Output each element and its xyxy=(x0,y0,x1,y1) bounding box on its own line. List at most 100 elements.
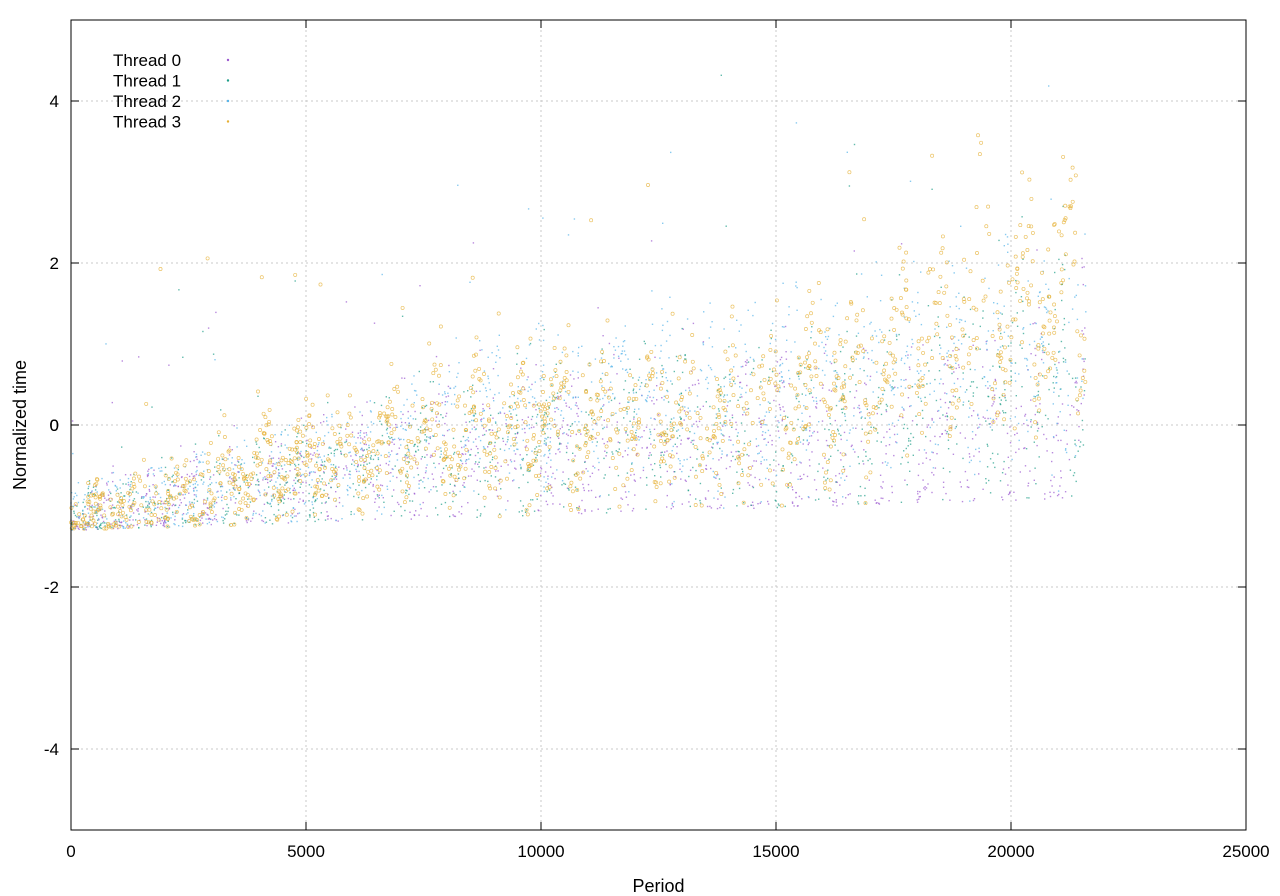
data-point xyxy=(596,397,598,399)
data-point xyxy=(708,337,710,339)
data-point xyxy=(467,502,469,504)
data-point xyxy=(176,511,178,513)
data-point xyxy=(777,503,780,505)
data-point xyxy=(328,482,330,485)
data-point xyxy=(992,365,994,367)
data-point xyxy=(919,491,921,493)
data-point xyxy=(709,326,712,328)
data-point xyxy=(998,350,1003,355)
data-point xyxy=(567,442,569,444)
data-point xyxy=(1022,300,1024,303)
data-point xyxy=(293,491,298,496)
data-point xyxy=(204,512,207,514)
data-point xyxy=(727,401,729,403)
data-point xyxy=(230,497,232,499)
data-point xyxy=(869,458,871,460)
data-point xyxy=(769,464,771,466)
data-point xyxy=(370,455,372,457)
data-point xyxy=(468,421,471,423)
data-point xyxy=(221,485,224,488)
data-point xyxy=(906,345,909,347)
data-point xyxy=(1009,492,1011,495)
data-point xyxy=(439,456,441,458)
data-point xyxy=(604,444,609,449)
data-point xyxy=(419,426,422,428)
data-point xyxy=(970,381,973,383)
data-point xyxy=(942,486,945,488)
data-point xyxy=(417,449,420,451)
data-point xyxy=(196,500,199,502)
data-point xyxy=(626,472,629,474)
data-point xyxy=(1029,196,1034,201)
data-point xyxy=(564,385,566,388)
data-point xyxy=(1083,360,1085,363)
data-point xyxy=(753,360,755,362)
data-point xyxy=(944,429,947,432)
data-point xyxy=(677,355,682,360)
data-point xyxy=(121,510,125,515)
data-point xyxy=(499,357,501,359)
data-point xyxy=(304,396,309,401)
data-point xyxy=(386,485,388,488)
data-point xyxy=(154,491,159,496)
data-point xyxy=(551,476,553,478)
data-point xyxy=(215,501,218,504)
data-point xyxy=(147,472,150,475)
data-point xyxy=(436,490,438,492)
data-point xyxy=(166,491,171,496)
data-point xyxy=(328,446,331,448)
data-point xyxy=(551,384,553,386)
data-point xyxy=(1079,445,1081,448)
data-point xyxy=(582,427,587,431)
data-point xyxy=(768,347,773,352)
data-point xyxy=(492,417,494,419)
data-point xyxy=(1053,357,1058,362)
data-point xyxy=(979,423,981,426)
data-point xyxy=(353,436,355,438)
data-point xyxy=(1020,340,1024,345)
data-point xyxy=(389,431,394,436)
data-point xyxy=(905,378,907,381)
data-point xyxy=(340,426,342,429)
data-point xyxy=(200,454,202,456)
data-point xyxy=(236,514,238,516)
data-point xyxy=(431,452,436,457)
data-point xyxy=(474,413,477,415)
data-point xyxy=(400,489,405,494)
data-point xyxy=(106,518,108,520)
data-point xyxy=(527,468,529,470)
data-point xyxy=(131,503,134,506)
data-point xyxy=(667,401,670,403)
data-point xyxy=(1058,493,1060,496)
data-point xyxy=(498,334,500,336)
data-point xyxy=(805,407,807,409)
data-point xyxy=(1033,375,1038,380)
data-point xyxy=(844,413,846,415)
data-point xyxy=(813,479,816,481)
data-point xyxy=(343,468,345,470)
data-point xyxy=(526,462,531,466)
data-point xyxy=(1020,296,1023,298)
data-point xyxy=(519,369,523,374)
data-point xyxy=(294,463,296,466)
data-point xyxy=(1045,283,1047,285)
data-point xyxy=(860,495,862,497)
data-point xyxy=(487,483,492,488)
data-point xyxy=(107,494,110,496)
data-point xyxy=(835,499,837,501)
data-point xyxy=(781,326,784,328)
data-point xyxy=(646,183,650,187)
data-point xyxy=(495,355,498,357)
data-point xyxy=(940,356,945,360)
data-point xyxy=(884,361,889,366)
data-point xyxy=(358,470,360,473)
data-point xyxy=(534,448,536,450)
data-point xyxy=(347,489,349,492)
data-point xyxy=(778,403,781,406)
data-point xyxy=(248,485,251,488)
data-point xyxy=(743,502,745,504)
data-point xyxy=(770,337,772,340)
data-point xyxy=(73,496,75,498)
data-point xyxy=(632,421,636,426)
data-point xyxy=(545,481,547,483)
